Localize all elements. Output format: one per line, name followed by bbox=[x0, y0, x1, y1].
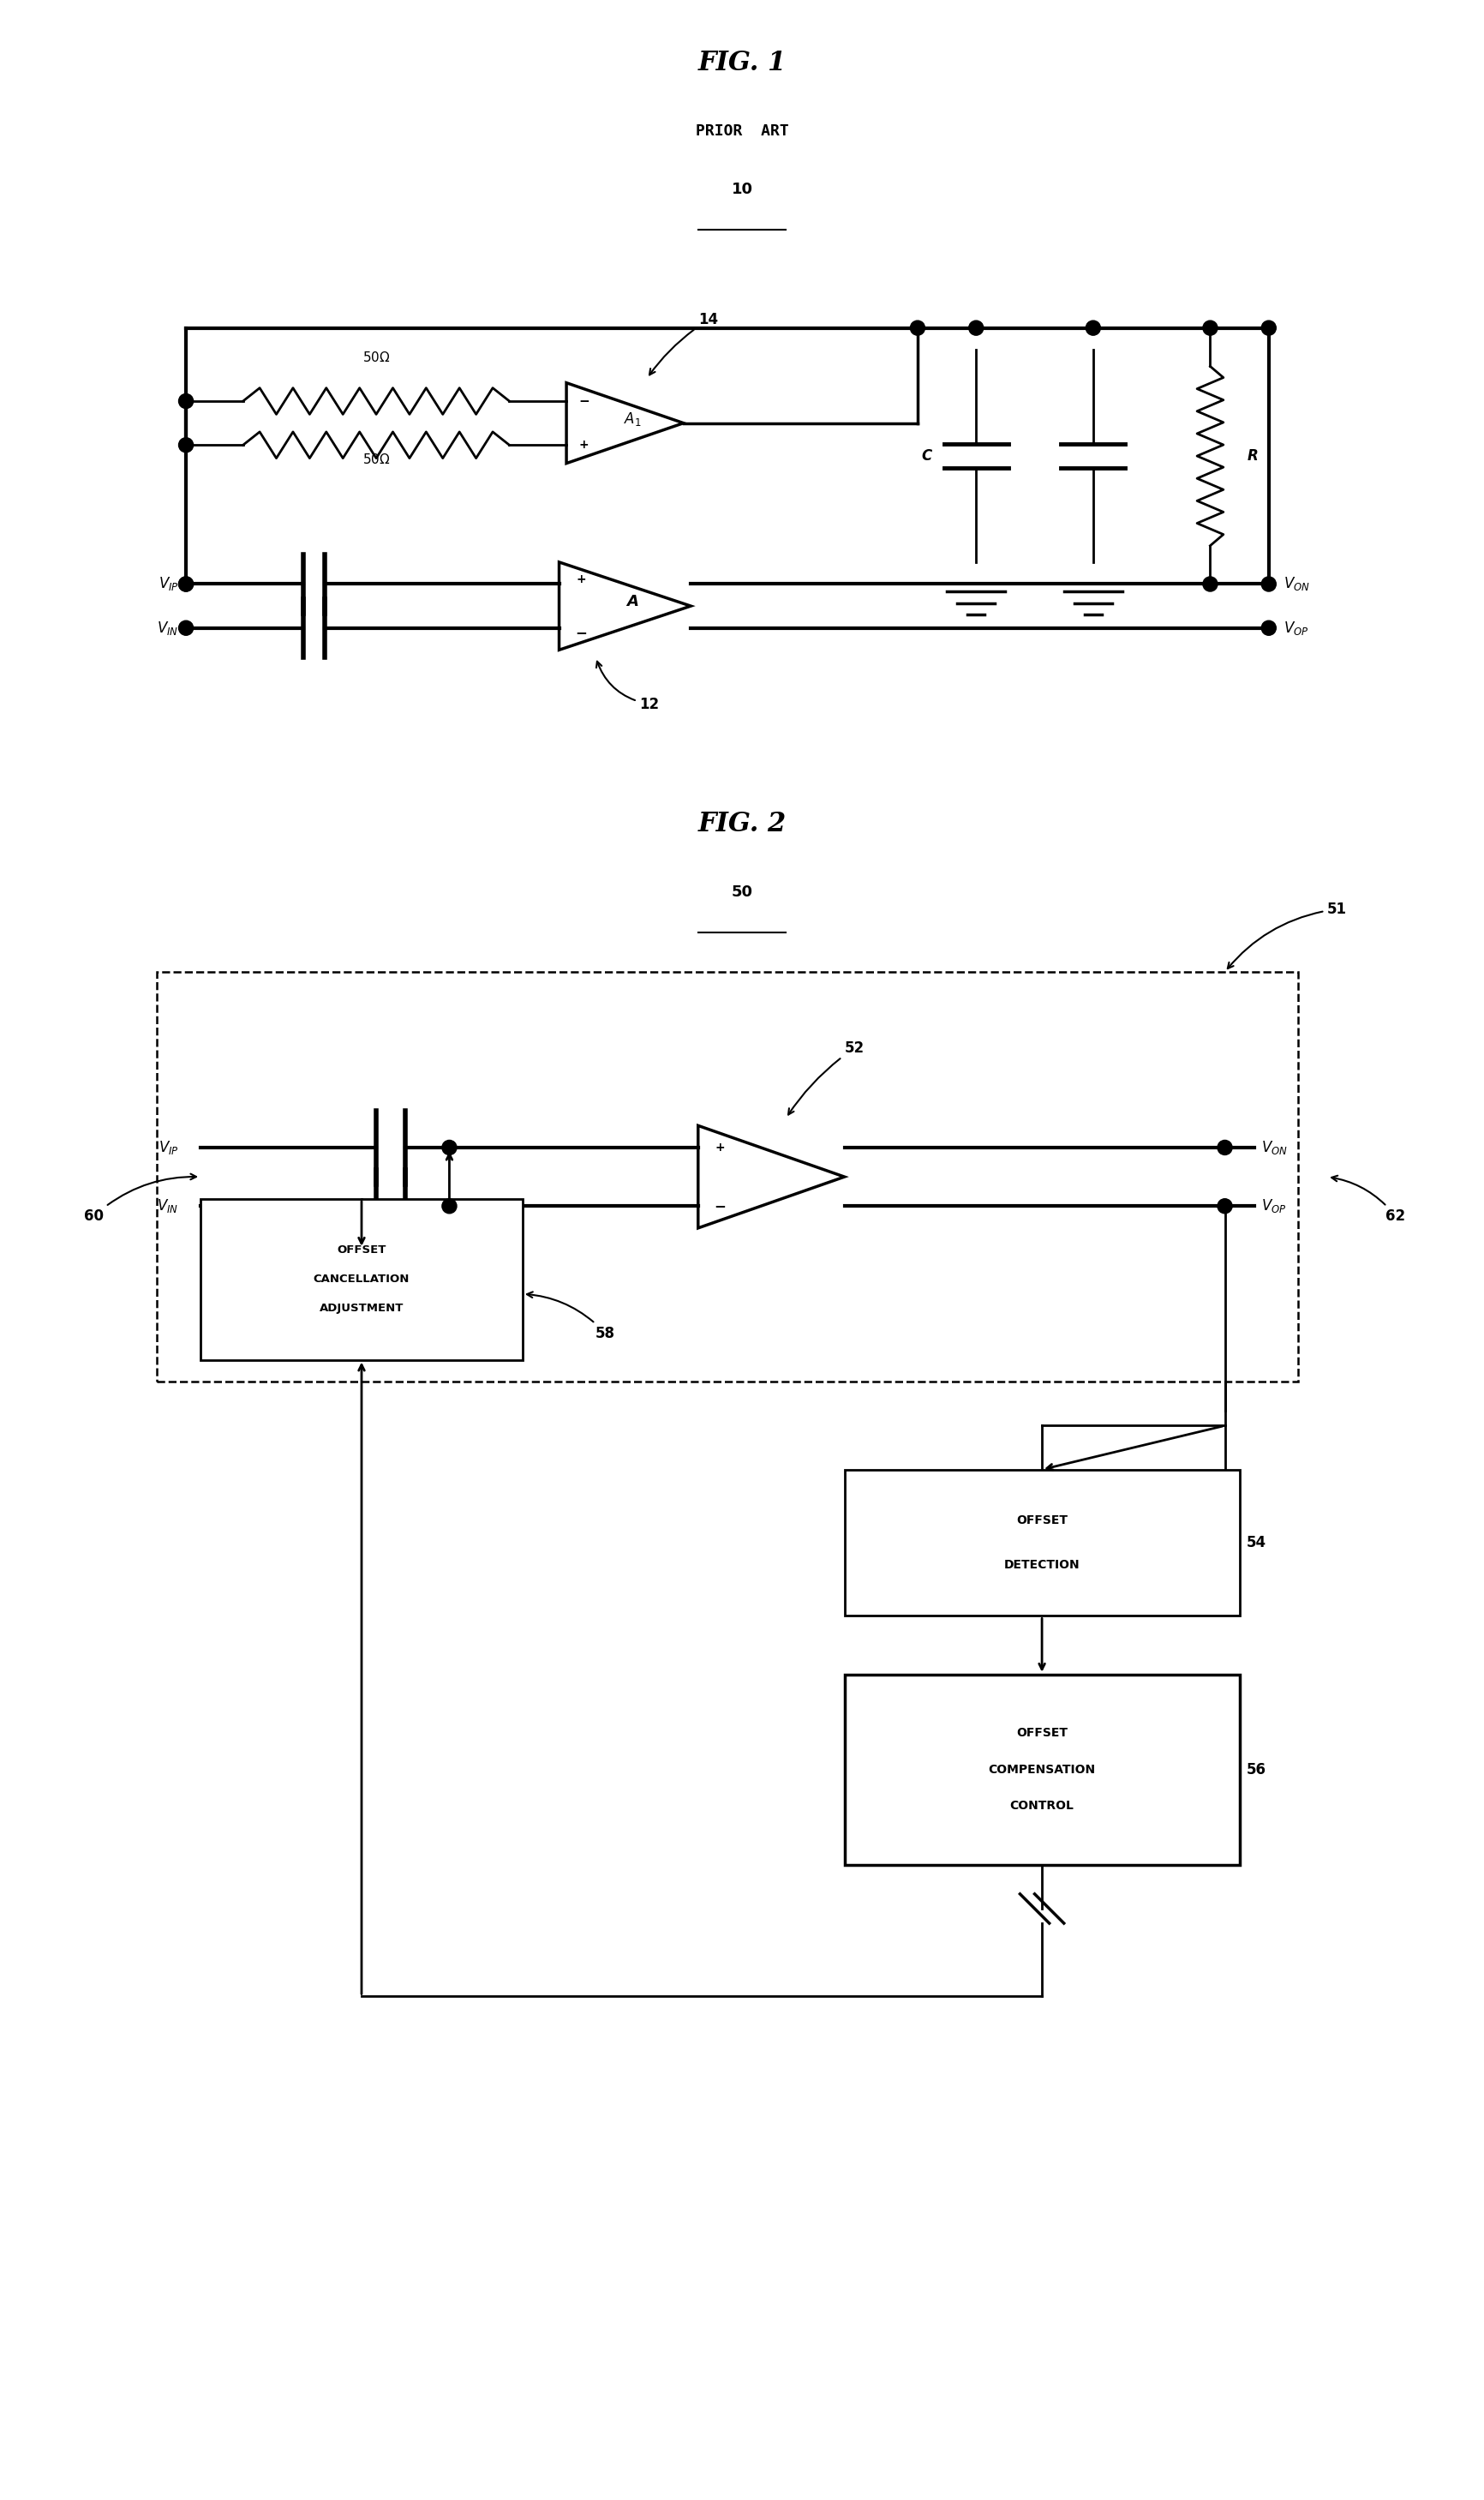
Text: −: − bbox=[576, 625, 588, 640]
Circle shape bbox=[1261, 620, 1276, 635]
Text: 60: 60 bbox=[83, 1175, 196, 1225]
Text: $V_{IN}$: $V_{IN}$ bbox=[157, 620, 178, 637]
Circle shape bbox=[969, 320, 984, 335]
Text: 14: 14 bbox=[650, 312, 718, 375]
Circle shape bbox=[1086, 320, 1101, 335]
Circle shape bbox=[178, 437, 193, 452]
Bar bbox=[200, 1200, 522, 1360]
Circle shape bbox=[178, 578, 193, 592]
Text: OFFSET: OFFSET bbox=[337, 1245, 386, 1255]
Circle shape bbox=[178, 395, 193, 408]
Text: $V_{OP}$: $V_{OP}$ bbox=[1284, 620, 1309, 637]
Text: OFFSET: OFFSET bbox=[1017, 1728, 1067, 1740]
Text: 52: 52 bbox=[788, 1040, 864, 1115]
Text: +: + bbox=[576, 572, 586, 585]
Text: 51: 51 bbox=[1227, 902, 1347, 968]
Text: 50: 50 bbox=[732, 885, 752, 900]
Text: 54: 54 bbox=[1247, 1535, 1267, 1550]
Text: 12: 12 bbox=[597, 662, 659, 712]
Text: +: + bbox=[715, 1142, 726, 1152]
Text: $50\Omega$: $50\Omega$ bbox=[362, 350, 390, 365]
Text: FIG. 1: FIG. 1 bbox=[697, 50, 787, 77]
Circle shape bbox=[1217, 1200, 1232, 1212]
Text: OFFSET: OFFSET bbox=[1017, 1515, 1067, 1528]
Bar bbox=[157, 972, 1298, 1382]
Circle shape bbox=[1204, 320, 1217, 335]
Text: 62: 62 bbox=[1331, 1175, 1405, 1225]
Text: 58: 58 bbox=[527, 1292, 616, 1340]
Text: −: − bbox=[714, 1198, 726, 1215]
Text: $V_{ON}$: $V_{ON}$ bbox=[1284, 575, 1310, 592]
Text: CANCELLATION: CANCELLATION bbox=[313, 1272, 410, 1285]
Bar bbox=[844, 1470, 1239, 1615]
Text: FIG. 2: FIG. 2 bbox=[697, 810, 787, 838]
Bar bbox=[844, 1675, 1239, 1865]
Text: −: − bbox=[579, 395, 589, 408]
Circle shape bbox=[178, 620, 193, 635]
Text: +: + bbox=[579, 440, 589, 450]
Text: R: R bbox=[1247, 448, 1258, 463]
Text: ADJUSTMENT: ADJUSTMENT bbox=[319, 1302, 404, 1315]
Text: $V_{IN}$: $V_{IN}$ bbox=[157, 1198, 178, 1215]
Text: $V_{OP}$: $V_{OP}$ bbox=[1261, 1198, 1287, 1215]
Text: $V_{IP}$: $V_{IP}$ bbox=[159, 575, 178, 592]
Text: PRIOR  ART: PRIOR ART bbox=[696, 122, 788, 138]
Text: COMPENSATION: COMPENSATION bbox=[988, 1762, 1095, 1775]
Text: $V_{IP}$: $V_{IP}$ bbox=[159, 1140, 178, 1155]
Text: $50\Omega$: $50\Omega$ bbox=[362, 452, 390, 465]
Text: A: A bbox=[626, 595, 638, 610]
Text: 56: 56 bbox=[1247, 1762, 1266, 1777]
Text: $V_{ON}$: $V_{ON}$ bbox=[1261, 1140, 1288, 1155]
Circle shape bbox=[442, 1200, 457, 1212]
Circle shape bbox=[1217, 1140, 1232, 1155]
Circle shape bbox=[178, 578, 193, 592]
Text: 10: 10 bbox=[732, 182, 752, 197]
Circle shape bbox=[442, 1140, 457, 1155]
Text: $A_1$: $A_1$ bbox=[623, 410, 641, 428]
Circle shape bbox=[1261, 578, 1276, 592]
Text: CONTROL: CONTROL bbox=[1011, 1800, 1074, 1812]
Text: DETECTION: DETECTION bbox=[1005, 1558, 1080, 1570]
Circle shape bbox=[1261, 320, 1276, 335]
Circle shape bbox=[910, 320, 925, 335]
Circle shape bbox=[1204, 578, 1217, 592]
Text: C: C bbox=[922, 448, 932, 463]
